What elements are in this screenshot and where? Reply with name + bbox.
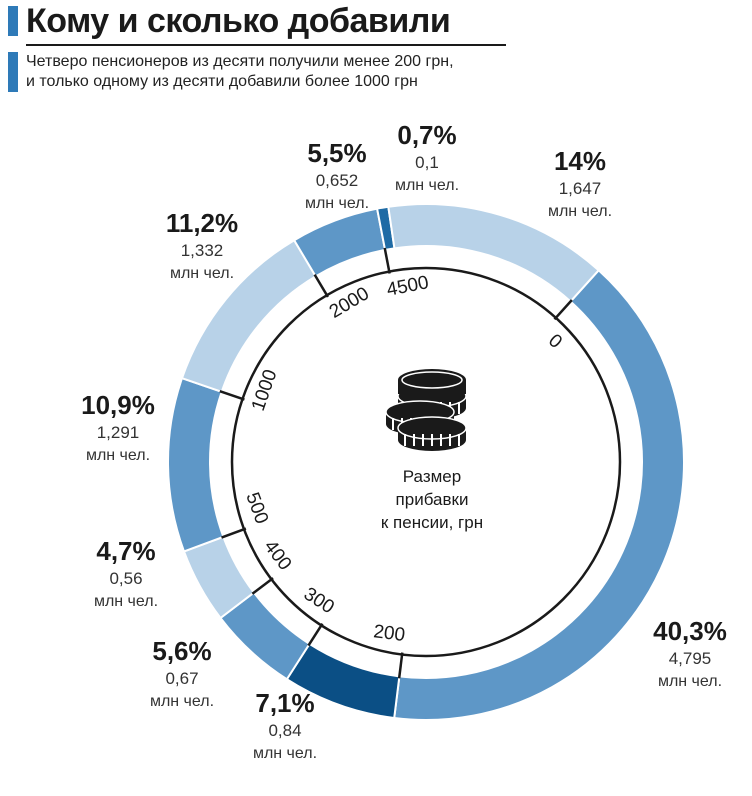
inner-scale-ring xyxy=(230,266,622,658)
segment-percent-label: 10,9% xyxy=(81,390,155,420)
title-divider xyxy=(26,44,506,46)
scale-tick-mark xyxy=(553,299,573,321)
segment-value-label: 0,56 xyxy=(109,569,142,588)
center-label-line: к пенсии, грн xyxy=(381,513,483,532)
segment-value-label: 0,1 xyxy=(415,153,439,172)
segment-percent-label: 14% xyxy=(554,146,606,176)
donut-segment xyxy=(387,203,601,303)
segment-percent-label: 5,5% xyxy=(307,138,366,168)
segment-value-label: 4,795 xyxy=(669,649,712,668)
scale-tick-mark xyxy=(313,273,329,298)
segment-unit-label: млн чел. xyxy=(395,177,459,194)
segment-value-label: 1,332 xyxy=(181,241,224,260)
subtitle-line-1: Четверо пенсионеров из десяти получили м… xyxy=(26,53,454,70)
segment-value-label: 0,67 xyxy=(165,669,198,688)
donut-segment xyxy=(180,238,318,394)
center-label-line: Размер xyxy=(403,467,461,486)
donut-segments xyxy=(167,203,685,721)
segment-unit-label: млн чел. xyxy=(94,593,158,610)
scale-tick-label: 200 xyxy=(372,621,406,646)
segment-percent-label: 4,7% xyxy=(96,536,155,566)
center-label: Размер прибавки к пенсии, грн xyxy=(381,467,483,532)
scale-tick-label: 4500 xyxy=(385,272,430,301)
segment-percent-label: 40,3% xyxy=(653,616,727,646)
segment-value-label: 1,291 xyxy=(97,423,140,442)
scale-tick-mark xyxy=(251,577,274,595)
scale-tick-mark xyxy=(219,389,245,401)
segment-unit-label: млн чел. xyxy=(86,447,150,464)
segment-percent-label: 0,7% xyxy=(397,120,456,150)
segment-unit-label: млн чел. xyxy=(548,203,612,220)
title-accent-bar xyxy=(8,6,18,36)
page-subtitle: Четверо пенсионеров из десяти получили м… xyxy=(26,52,526,92)
segment-unit-label: млн чел. xyxy=(170,265,234,282)
subtitle-line-2: и только одному из десяти добавили более… xyxy=(26,73,418,90)
scale-tick-label: 0 xyxy=(544,330,566,353)
segment-unit-label: млн чел. xyxy=(150,693,214,710)
segment-value-label: 1,647 xyxy=(559,179,602,198)
segment-unit-label: млн чел. xyxy=(253,745,317,762)
page-title: Кому и сколько добавили xyxy=(26,2,451,40)
segment-percent-label: 7,1% xyxy=(255,688,314,718)
donut-segment xyxy=(167,376,225,553)
center-label-line: прибавки xyxy=(396,490,469,509)
scale-tick-mark xyxy=(383,247,391,274)
segment-percent-label: 5,6% xyxy=(152,636,211,666)
segment-unit-label: млн чел. xyxy=(305,195,369,212)
scale-tick-label: 500 xyxy=(241,490,272,527)
scale-tick-mark xyxy=(397,652,404,679)
segment-percent-label: 11,2% xyxy=(166,208,238,238)
scale-tick-mark xyxy=(307,623,324,647)
segment-value-label: 0,84 xyxy=(268,721,301,740)
scale-tick-label: 2000 xyxy=(326,283,373,323)
segment-value-label: 0,652 xyxy=(316,171,359,190)
segment-unit-label: млн чел. xyxy=(658,673,722,690)
scale-tick-mark xyxy=(221,527,247,539)
subtitle-accent-bar xyxy=(8,52,18,92)
segment-labels: 40,3% 4,795 млн чел. 7,1% 0,84 млн чел. 5,6% 0,… xyxy=(81,120,727,762)
coins-icon xyxy=(385,369,467,451)
